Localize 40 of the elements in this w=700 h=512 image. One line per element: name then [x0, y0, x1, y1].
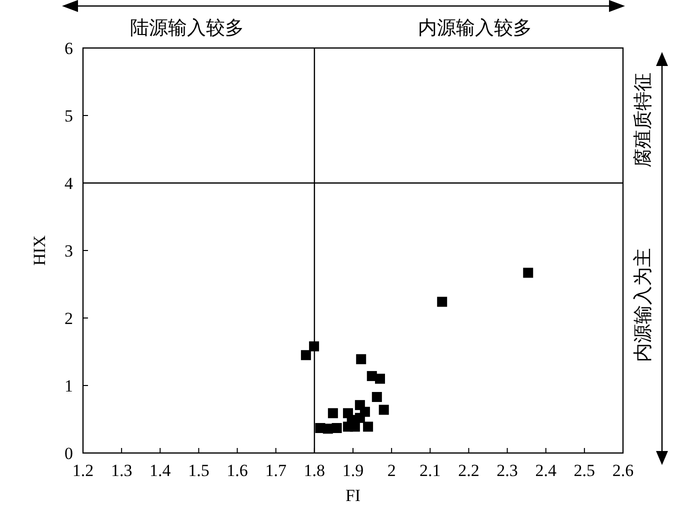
point [332, 423, 342, 434]
text: 腐殖质特征 [632, 72, 654, 168]
y-tick-label: 6 [64, 39, 73, 58]
y-tick-label: 2 [64, 309, 73, 328]
y-axis-title: HIX [30, 235, 49, 266]
point [309, 341, 320, 352]
point [363, 422, 374, 432]
x-tick-label: 2.1 [420, 461, 441, 480]
text: 内源输入为主 [632, 248, 654, 362]
x-tick-label: 2.3 [496, 461, 518, 480]
x-tick-label: 2.2 [458, 461, 480, 480]
x-axis-title: FI [345, 486, 361, 505]
y-tick-label: 1 [64, 376, 73, 396]
y-tick-label: 0 [64, 444, 73, 463]
point [437, 296, 448, 307]
x-tick-label: 1.3 [110, 461, 132, 480]
y-tick-label: 5 [64, 106, 73, 126]
text: 内源输入较多 [418, 18, 532, 39]
point [375, 374, 385, 384]
x-tick-label: 1.7 [265, 461, 287, 480]
x-tick-label: 1.9 [342, 461, 364, 480]
point [360, 406, 370, 417]
x-tick-label: 1.6 [226, 461, 248, 480]
x-tick-label: 2.6 [612, 461, 634, 480]
point [328, 408, 338, 418]
x-tick-label: 1.2 [72, 461, 94, 480]
point [372, 392, 382, 402]
x-tick-label: 2.4 [535, 461, 557, 480]
point [356, 354, 366, 364]
x-tick-label: 2 [387, 461, 396, 480]
y-tick-label: 3 [64, 242, 73, 260]
x-tick-label: 1.5 [188, 461, 210, 480]
x-tick-label: 2.5 [574, 461, 596, 480]
y-tick-label: 4 [64, 174, 74, 193]
point [523, 268, 534, 278]
point [300, 350, 311, 360]
text: 陆源输入较多 [130, 18, 244, 39]
x-tick-label: 1.4 [150, 461, 172, 480]
point [378, 404, 389, 415]
x-tick-label: 1.8 [304, 461, 326, 480]
